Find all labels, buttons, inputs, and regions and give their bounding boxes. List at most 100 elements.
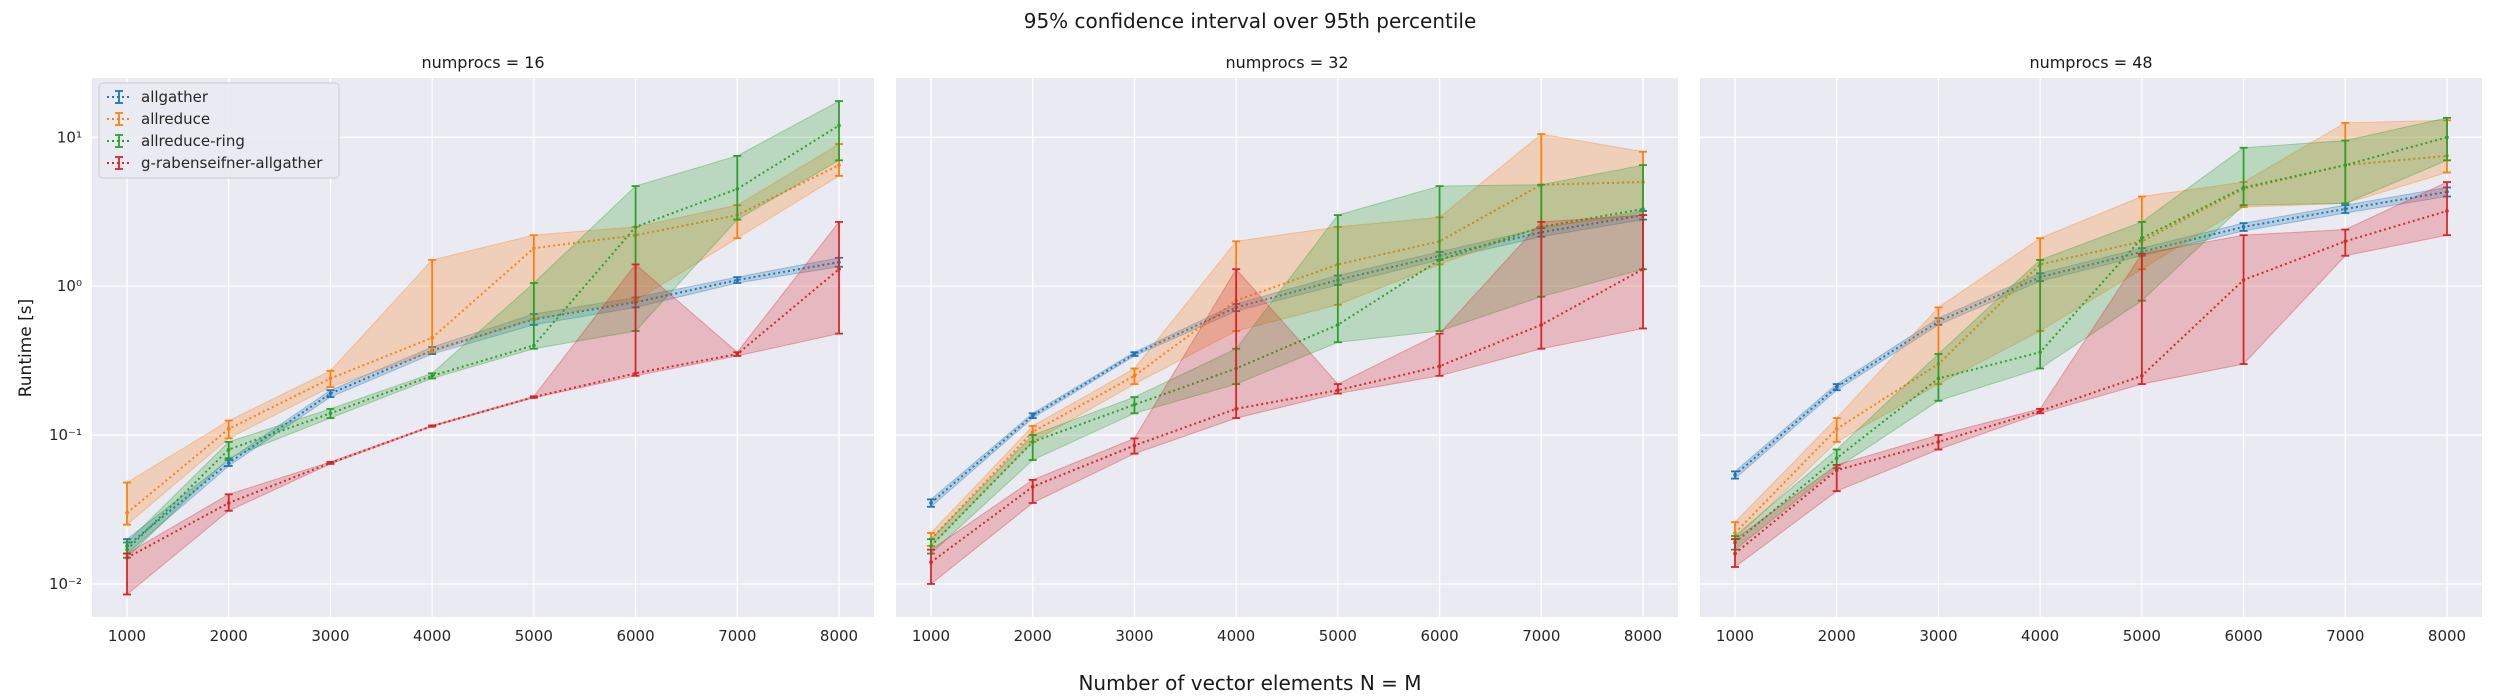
- data-point: [328, 391, 333, 396]
- legend-label: allgather: [141, 88, 209, 106]
- panel-title: numprocs = 48: [2029, 53, 2152, 72]
- data-point: [633, 225, 638, 229]
- data-point: [430, 424, 434, 428]
- data-point: [2343, 239, 2348, 244]
- data-point: [532, 395, 536, 399]
- x-tick-label: 6000: [1420, 627, 1458, 645]
- legend-label: g-rabenseifner-allgather: [141, 154, 323, 172]
- x-tick-label: 2000: [210, 627, 248, 645]
- x-tick-label: 1000: [912, 627, 950, 645]
- data-point: [2445, 209, 2449, 213]
- series-line: [1734, 209, 2448, 555]
- data-point: [1641, 267, 1645, 271]
- x-tick-label: 8000: [820, 627, 858, 645]
- y-axis-label: Runtime [s]: [16, 299, 36, 398]
- data-point: [1936, 440, 1941, 444]
- data-point: [226, 501, 231, 505]
- legend-item: g-rabenseifner-allgather: [107, 154, 323, 172]
- data-point: [1132, 402, 1137, 407]
- data-point: [532, 246, 536, 250]
- data-point: [1132, 443, 1137, 448]
- x-tick-label: 8000: [1624, 627, 1662, 645]
- data-point: [1030, 430, 1035, 434]
- data-point: [1733, 531, 1737, 535]
- data-point: [2241, 185, 2246, 190]
- x-tick-label: 3000: [1919, 627, 1957, 645]
- data-point: [837, 267, 841, 271]
- data-point: [1234, 407, 1238, 411]
- series-line: [930, 268, 1644, 564]
- x-tick-label: 7000: [1522, 627, 1560, 645]
- series-line: [126, 268, 840, 559]
- figure-title: 95% confidence interval over 95th percen…: [1024, 9, 1477, 33]
- x-tick-label: 3000: [1115, 627, 1153, 645]
- panel-numprocs-16: numprocs = 16 1000 2000 3000 4000 5000 6000 700…: [49, 53, 874, 645]
- series-allreduce-ring: [123, 100, 843, 559]
- x-tick-label: 4000: [413, 627, 451, 645]
- data-point: [1834, 385, 1839, 389]
- data-point: [1437, 258, 1442, 262]
- data-point: [2241, 278, 2246, 282]
- data-point: [1132, 374, 1137, 378]
- data-point: [735, 352, 740, 356]
- series-line: [126, 164, 840, 514]
- data-point: [125, 511, 129, 515]
- data-point: [226, 427, 231, 431]
- data-point: [328, 461, 333, 465]
- data-point: [929, 501, 933, 505]
- data-point: [2343, 207, 2348, 211]
- y-tick-label: 10⁻²: [49, 575, 82, 593]
- data-point: [532, 343, 536, 348]
- data-point: [125, 555, 129, 560]
- data-point: [2445, 135, 2449, 140]
- data-point: [1132, 352, 1137, 356]
- y-tick-label: 10⁰: [57, 277, 82, 295]
- data-point: [735, 278, 740, 282]
- data-point: [2038, 350, 2042, 355]
- legend-label: allreduce: [141, 110, 210, 128]
- y-tick-label: 10¹: [57, 128, 82, 146]
- x-tick-label: 5000: [1319, 627, 1357, 645]
- x-tick-label: 4000: [1217, 627, 1255, 645]
- data-point: [837, 163, 841, 167]
- data-point: [1733, 551, 1737, 556]
- plot-area: [1700, 78, 2482, 617]
- x-tick-label: 4000: [2021, 627, 2059, 645]
- x-tick-label: 7000: [2326, 627, 2364, 645]
- data-point: [1834, 456, 1839, 460]
- legend-box: [98, 82, 340, 179]
- legend-label: allreduce-ring: [141, 132, 245, 150]
- x-tick-label: 1000: [1716, 627, 1754, 645]
- data-point: [1336, 388, 1340, 393]
- data-point: [2241, 225, 2246, 229]
- series-line: [126, 261, 840, 547]
- data-point: [1539, 323, 1544, 327]
- x-tick-label: 6000: [2224, 627, 2262, 645]
- data-point: [430, 374, 434, 378]
- legend-item: allreduce: [107, 110, 210, 128]
- data-point: [226, 447, 231, 452]
- x-tick-label: 5000: [515, 627, 553, 645]
- series-g-rabenseifner-allgather: [927, 214, 1647, 586]
- legend-item: allgather: [107, 88, 209, 106]
- data-point: [1437, 364, 1442, 369]
- x-tick-label: 3000: [311, 627, 349, 645]
- x-tick-label: 1000: [108, 627, 146, 645]
- series-line: [930, 214, 1644, 504]
- data-point: [1936, 376, 1941, 381]
- data-point: [2140, 236, 2144, 240]
- data-point: [1834, 468, 1839, 473]
- panel-numprocs-32: numprocs = 32 1000 2000 3000 4000 5000 6000 700…: [896, 53, 1678, 645]
- data-point: [1733, 473, 1737, 477]
- data-point: [929, 544, 933, 548]
- legend: allgather allreduce allreduce-ring g-rabens…: [98, 82, 340, 179]
- data-point: [1336, 323, 1340, 327]
- data-point: [633, 371, 638, 376]
- data-point: [837, 123, 841, 128]
- legend-item: allreduce-ring: [107, 132, 245, 150]
- data-point: [1641, 207, 1645, 211]
- data-point: [226, 461, 231, 465]
- x-tick-label: 2000: [1014, 627, 1052, 645]
- data-point: [328, 411, 333, 416]
